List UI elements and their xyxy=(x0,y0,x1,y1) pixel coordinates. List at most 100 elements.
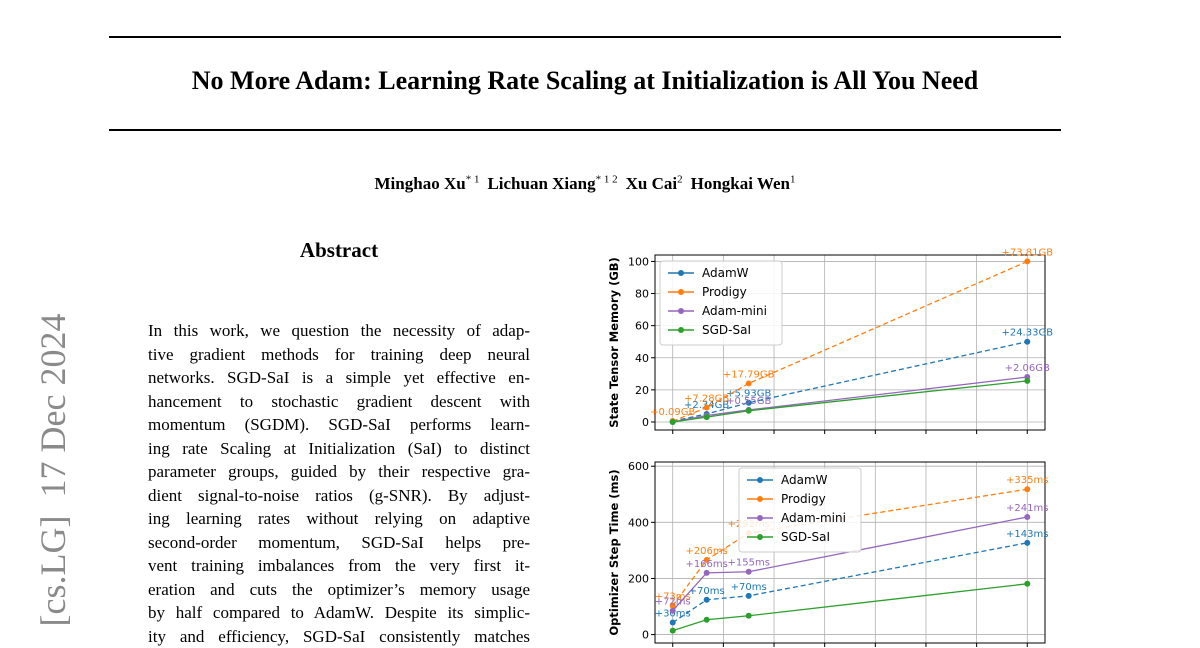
axes-frame xyxy=(654,254,1046,431)
data-point xyxy=(703,616,710,623)
legend-marker xyxy=(678,327,684,333)
annotation: +2.06GB xyxy=(1005,363,1050,374)
data-point xyxy=(745,612,752,619)
legend-label: AdamW xyxy=(781,473,828,487)
annotation: +335ms xyxy=(1006,475,1048,486)
abstract-line: networks. SGD-SaI is a simple yet effect… xyxy=(148,368,530,387)
author: Minghao Xu* 1 xyxy=(374,173,480,193)
annotation: +30ms xyxy=(655,609,691,620)
author: Hongkai Wen1 xyxy=(690,173,796,193)
data-point xyxy=(703,569,710,576)
abstract-line: by half compared to AdamW. Despite its s… xyxy=(148,603,530,622)
data-point xyxy=(1024,338,1031,345)
annotation: +7.28GB xyxy=(684,394,729,405)
abstract-line: dient signal-to-noise ratios (g-SNR). By… xyxy=(148,485,530,505)
annotation: +155ms xyxy=(727,558,769,569)
data-point xyxy=(745,592,752,599)
abstract-heading: Abstract xyxy=(299,238,379,262)
annotation: +70ms xyxy=(689,586,725,597)
abstract-body: In this work, we question the necessity … xyxy=(148,319,530,648)
series-line xyxy=(672,583,1028,632)
author-affiliation: 2 xyxy=(677,173,683,185)
author-name: Hongkai Wen xyxy=(690,173,790,193)
series-line xyxy=(672,341,1028,422)
legend-marker xyxy=(757,496,763,502)
author-name: Minghao Xu xyxy=(374,173,466,193)
legend-label: Prodigy xyxy=(702,285,747,299)
data-point xyxy=(669,602,676,609)
data-point xyxy=(669,418,676,425)
legend-marker xyxy=(678,289,684,295)
y-tick-label: 40 xyxy=(635,352,649,365)
legend: AdamW Prodigy Adam-mini SGD-SaI xyxy=(738,467,862,553)
author-affiliation: 1 xyxy=(789,173,796,185)
legend-label: Adam-mini xyxy=(702,304,767,318)
data-point xyxy=(703,414,710,421)
data-point xyxy=(669,607,676,614)
bottom-rule xyxy=(109,129,1061,131)
y-axis-label: State Tensor Memory (GB) xyxy=(607,257,621,428)
data-point xyxy=(1024,258,1031,265)
series-line xyxy=(672,542,1028,624)
annotation: +17.79GB xyxy=(723,369,775,380)
author-list: Minghao Xu* 1 Lichuan Xiang* 1 2 Xu Cai2 Ho… xyxy=(0,173,1170,194)
paper-title: No More Adam: Learning Rate Scaling at I… xyxy=(191,66,979,95)
series-line xyxy=(672,380,1028,423)
annotation: +206ms xyxy=(685,546,727,557)
y-tick-label: 400 xyxy=(628,516,649,529)
author: Xu Cai2 xyxy=(626,173,683,193)
data-point xyxy=(745,407,752,414)
y-tick-label: 0 xyxy=(642,416,649,429)
y-tick-label: 80 xyxy=(635,288,649,301)
y-tick-label: 60 xyxy=(635,320,649,333)
annotation: +241ms xyxy=(1006,503,1048,514)
legend-marker xyxy=(757,477,763,483)
y-axis-label: Optimizer Step Time (ms) xyxy=(607,469,621,635)
data-point xyxy=(703,404,710,411)
abstract-line: eration and cuts the optimizer’s memory … xyxy=(148,579,530,599)
legend-label: Adam-mini xyxy=(781,511,846,525)
data-point xyxy=(1024,486,1031,493)
legend: AdamW Prodigy Adam-mini SGD-SaI xyxy=(659,260,783,346)
legend-label: Prodigy xyxy=(781,492,826,506)
data-point xyxy=(1024,539,1031,546)
annotation: +0.09GB xyxy=(650,407,695,418)
annotation: +5.93GB xyxy=(726,389,771,400)
y-tick-label: 100 xyxy=(628,255,649,268)
series-line xyxy=(672,516,1028,612)
data-point xyxy=(1024,580,1031,587)
data-point xyxy=(669,627,676,634)
data-point xyxy=(703,556,710,563)
data-point xyxy=(745,380,752,387)
data-point xyxy=(669,619,676,626)
annotation: +72ms xyxy=(655,597,691,608)
legend-label: SGD-SaI xyxy=(702,323,751,337)
abstract-line: vent training imbalances from the very f… xyxy=(148,556,530,575)
abstract-line: In this work, we question the necessity … xyxy=(148,321,530,340)
abstract-line: tive gradient methods for training deep … xyxy=(148,344,530,364)
abstract-line: parameter groups, guided by their respec… xyxy=(148,462,530,481)
y-tick-label: 200 xyxy=(628,572,649,585)
top-rule xyxy=(109,36,1061,38)
author-affiliation: * 1 2 xyxy=(595,173,618,185)
annotation: +73.81GB xyxy=(1001,247,1053,258)
abstract-line: ing rate Scaling at Initialization (SaI)… xyxy=(148,438,530,458)
legend-marker xyxy=(678,270,684,276)
data-point xyxy=(745,399,752,406)
legend-label: AdamW xyxy=(702,266,749,280)
data-point xyxy=(703,596,710,603)
axes-frame xyxy=(654,461,1046,644)
y-tick-label: 0 xyxy=(642,629,649,642)
annotation: +0.55GB xyxy=(726,396,771,407)
author: Lichuan Xiang* 1 2 xyxy=(487,173,618,193)
series-line xyxy=(672,376,1028,423)
legend-marker xyxy=(678,308,684,314)
data-point xyxy=(1024,514,1031,521)
annotation: +143ms xyxy=(1006,529,1048,540)
abstract-line: hancement to stochastic gradient descent… xyxy=(148,391,530,411)
series-line xyxy=(672,260,1028,422)
legend-label: SGD-SaI xyxy=(781,530,830,544)
author-affiliation: * 1 xyxy=(465,173,480,185)
